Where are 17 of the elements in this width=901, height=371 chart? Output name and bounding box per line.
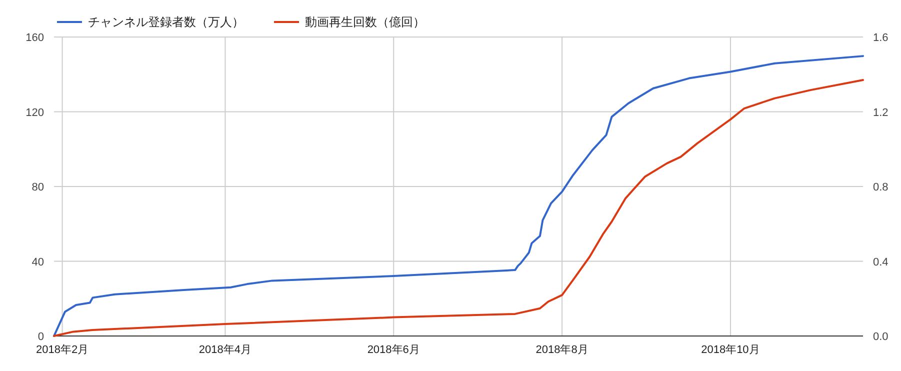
y2-tick-label: 0.0 xyxy=(873,331,888,343)
x-tick-label: 2018年4月 xyxy=(198,344,252,356)
y2-tick-label: 1.2 xyxy=(873,106,888,119)
y-tick-label: 80 xyxy=(32,182,44,194)
y-tick-label: 0 xyxy=(38,331,44,343)
y2-tick-label: 1.6 xyxy=(873,32,888,44)
y2-tick-label: 0.4 xyxy=(873,256,888,268)
x-tick-label: 2018年10月 xyxy=(701,344,760,356)
x-tick-label: 2018年8月 xyxy=(536,344,588,356)
y-tick-label: 160 xyxy=(26,32,44,44)
x-tick-label: 2018年6月 xyxy=(367,344,420,356)
legend-label: 動画再生回数（億回） xyxy=(305,15,425,29)
y2-tick-label: 0.8 xyxy=(873,182,888,194)
legend-label: チャンネル登録者数（万人） xyxy=(88,15,244,29)
x-tick-label: 2018年2月 xyxy=(36,344,89,356)
y-tick-label: 40 xyxy=(32,256,44,268)
y-tick-label: 120 xyxy=(26,106,44,119)
